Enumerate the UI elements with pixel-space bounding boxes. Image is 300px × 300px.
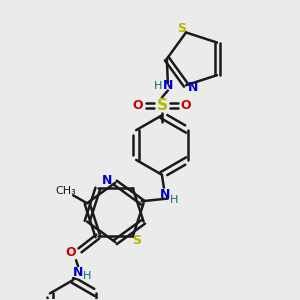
Text: O: O: [133, 99, 143, 112]
Text: S: S: [132, 234, 141, 247]
Text: O: O: [66, 246, 76, 259]
Text: S: S: [178, 22, 187, 35]
Text: CH₃: CH₃: [55, 186, 76, 196]
Text: H: H: [154, 81, 162, 91]
Text: N: N: [73, 266, 83, 279]
Text: N: N: [188, 81, 198, 94]
Text: H: H: [169, 194, 178, 205]
Text: O: O: [180, 99, 191, 112]
Text: S: S: [156, 98, 167, 113]
Text: N: N: [163, 79, 173, 92]
Text: H: H: [83, 271, 91, 281]
Text: N: N: [160, 188, 170, 201]
Text: N: N: [102, 174, 112, 187]
